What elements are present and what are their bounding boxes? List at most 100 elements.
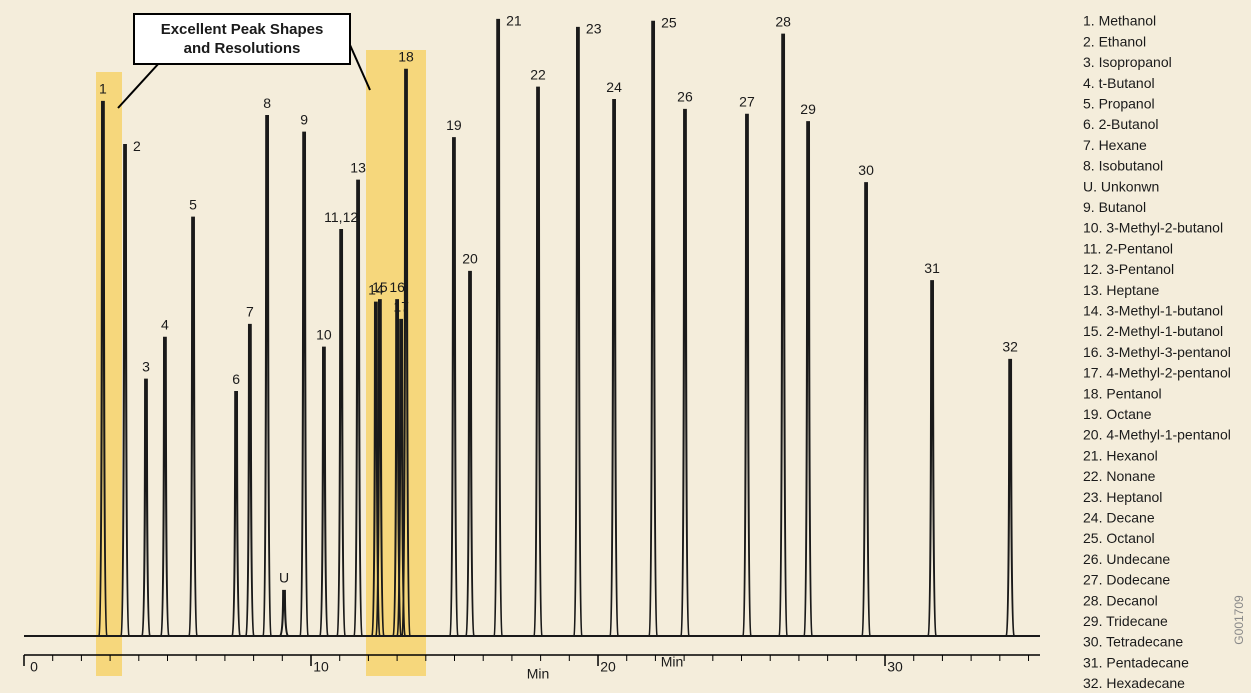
annotation-box [133,13,351,65]
legend-entry: 17. 4-Methyl-2-pentanol [1083,365,1231,381]
x-axis-label: Min [527,666,550,682]
legend-entry: 25. Octanol [1083,530,1155,546]
peak-label: 10 [316,326,332,342]
peak-label: 21 [506,13,522,29]
peak [97,100,109,638]
legend-entry: 16. 3-Methyl-3-pentanol [1083,344,1231,360]
pointer [349,44,371,91]
legend-entry: 9. Butanol [1083,199,1146,215]
legend-entry: 28. Decanol [1083,592,1158,608]
legend-entry: 30. Tetradecane [1083,634,1183,650]
legend-entry: 26. Undecane [1083,551,1170,567]
peak-label: 14 [368,281,384,297]
peak [352,179,364,638]
legend-entry: 12. 3-Pentanol [1083,261,1174,277]
x-tick-label: 30 [887,659,903,675]
peak-label: 6 [232,371,240,387]
peak-label: 18 [398,49,414,65]
legend-entry: 6. 2-Butanol [1083,116,1159,132]
legend-entry: U. Unkonwn [1083,178,1159,194]
peak-label: 31 [924,260,940,276]
peak [336,228,347,638]
x-axis-label: Min [661,654,684,670]
legend-entry: 2. Ethanol [1083,33,1146,49]
x-tick-label: 10 [313,659,329,675]
peak [464,270,476,638]
peak-label: 7 [246,304,254,320]
peak [140,378,152,638]
legend-entry: 10. 3-Methyl-2-butanol [1083,220,1223,236]
peak-label: 5 [189,196,197,212]
legend-entry: 31. Pentadecane [1083,654,1189,670]
peak [860,182,872,638]
peak-label: 20 [462,251,478,267]
peak-label: 13 [350,159,366,175]
peak [261,114,273,638]
legend-entry: 19. Octane [1083,406,1152,422]
legend-entry: 11. 2-Pentanol [1083,240,1173,256]
legend-entry: 8. Isobutanol [1083,158,1163,174]
peak [493,18,504,638]
legend-entry: 7. Hexane [1083,137,1147,153]
peak-label: 29 [800,101,816,117]
legend-entry: 21. Hexanol [1083,447,1158,463]
peak [926,280,938,638]
peak [187,216,199,638]
peak-label: 30 [858,162,874,178]
peak [1005,358,1016,638]
peak [648,20,659,638]
figure-id: G001709 [1232,595,1246,645]
peak [299,131,310,638]
peak [608,98,620,638]
annotation: Excellent Peak Shapes [161,21,324,38]
peak [572,26,584,638]
legend-entry: 4. t-Butanol [1083,75,1155,91]
peak [400,68,412,638]
legend-entry: 18. Pentanol [1083,385,1162,401]
legend-entry: 15. 2-Methyl-1-butanol [1083,323,1223,339]
pointer [117,61,161,109]
peak [448,137,460,638]
peak [803,121,814,638]
legend-entry: 14. 3-Methyl-1-butanol [1083,303,1223,319]
peak [119,143,131,638]
legend-entry: 24. Decane [1083,510,1155,526]
legend-entry: 20. 4-Methyl-1-pentanol [1083,427,1231,443]
peak [244,323,255,638]
peak-label: 2 [133,138,141,154]
peak [679,108,691,638]
peak-label: 3 [142,358,150,374]
peak-label: 22 [530,66,546,82]
peak-label: 4 [161,317,169,333]
peak-label: 19 [446,117,462,133]
peak-label: 9 [300,111,308,127]
legend-entry: 32. Hexadecane [1083,675,1185,691]
peak-label: 11,12 [324,209,358,225]
peak-label: 15 [372,279,388,295]
legend-entry: 29. Tridecane [1083,613,1168,629]
peak [741,113,753,638]
peak [159,336,171,638]
legend-entry: 23. Heptanol [1083,489,1162,505]
peak [279,589,289,637]
legend-entry: 3. Isopropanol [1083,54,1172,70]
peak [778,33,789,638]
peak-label: 25 [661,15,677,31]
legend-entry: 5. Propanol [1083,96,1155,112]
peak-label: 26 [677,89,693,105]
peak-label: 8 [263,95,271,111]
legend-entry: 22. Nonane [1083,468,1156,484]
legend-entry: 1. Methanol [1083,13,1156,29]
peak-label: 1 [99,81,107,97]
legend-entry: 13. Heptane [1083,282,1159,298]
peak-label: 23 [586,21,602,37]
peak [532,86,544,638]
peak-label: 27 [739,94,755,110]
x-tick-label: 20 [600,659,616,675]
peak-label: 24 [606,79,622,95]
peak-label: 32 [1002,339,1018,355]
peak [374,299,385,638]
